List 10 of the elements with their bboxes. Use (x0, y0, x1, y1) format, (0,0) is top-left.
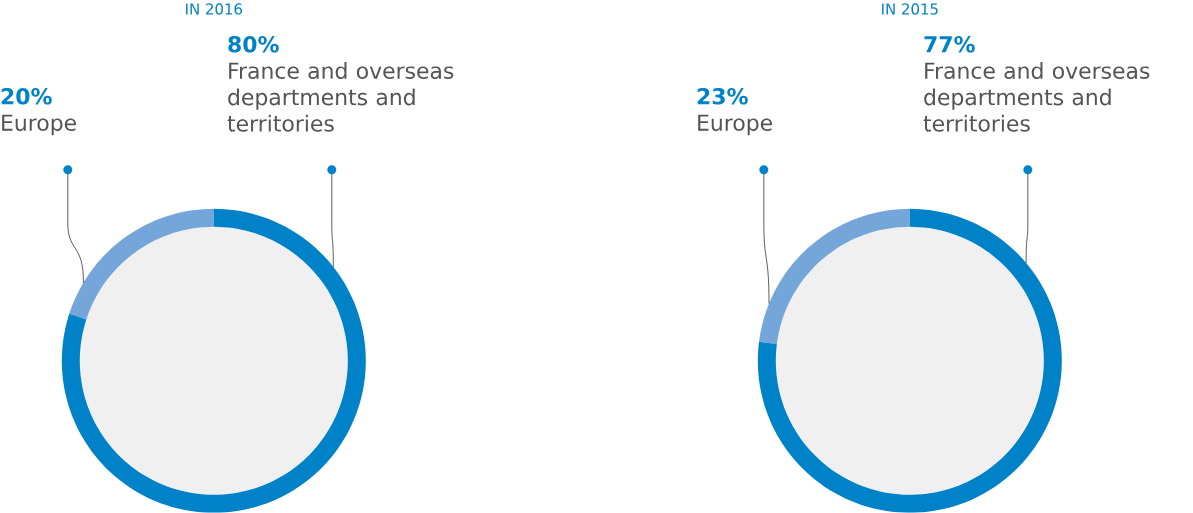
slice-label: France and overseas departments and territories (923, 62, 1150, 132)
data-label: 80% (228, 36, 279, 53)
data-label: 23% (697, 88, 748, 105)
slice-label: France and overseas departments and territories (227, 62, 454, 132)
chart-title: IN 2016 (186, 3, 243, 15)
data-label: 77% (924, 36, 975, 53)
slice-label: Europe (698, 114, 772, 136)
data-label: 20% (1, 88, 52, 105)
chart-title: IN 2015 (882, 3, 938, 15)
slice-label: Europe (2, 114, 76, 136)
